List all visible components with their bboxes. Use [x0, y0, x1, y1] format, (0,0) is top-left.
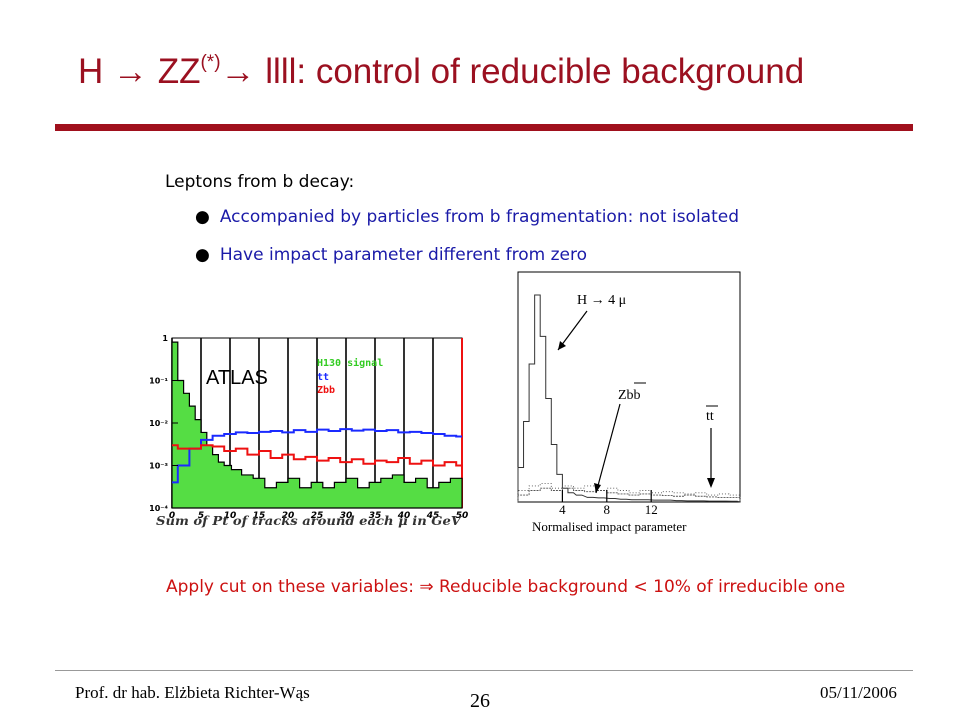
left-xtick-label: 10: [224, 511, 237, 521]
intro-text: Leptons from b decay:: [165, 172, 355, 192]
tt-arrowhead-icon: [707, 478, 715, 488]
bullet-1: ● Accompanied by particles from b fragmen…: [195, 207, 739, 227]
isolation-plot: 1 10⁻¹ 10⁻² 10⁻³ 10⁻⁴ 0 5 10 15 20 25 30 35 40 45 50 A…: [149, 334, 469, 528]
zbb-arrow-icon: [595, 403, 621, 494]
left-xlabel: Sum of Pt of tracks around each μ in GeV: [156, 513, 462, 528]
bullet-2-text: Have impact parameter different from zer…: [219, 245, 587, 265]
series-1: [172, 428, 462, 484]
tt-label: tt: [706, 409, 714, 424]
h4mu-arrowhead-icon: [558, 341, 566, 350]
left-xtick-label: 20: [282, 511, 295, 521]
left-xtick-label: 35: [369, 511, 382, 521]
h4mu-label: H → 4 μ: [577, 293, 626, 308]
right-xtick-label: 12: [645, 502, 658, 517]
bullet-dot-icon: ●: [195, 207, 210, 227]
title-prefix: H → ZZ: [78, 52, 201, 91]
title-suffix: → llll: control of reducible background: [220, 52, 805, 91]
conclusion-text: Apply cut on these variables: ⇒ Reducibl…: [166, 577, 846, 597]
zbb-label: Zbb: [618, 388, 641, 403]
slide-title: H → ZZ(*)→ llll: control of reducible ba…: [78, 52, 804, 92]
left-xtick-label: 40: [397, 511, 411, 521]
legend-tt: tt: [317, 372, 329, 383]
left-xtick-label: 5: [198, 511, 204, 521]
footer-date: 05/11/2006: [820, 683, 897, 702]
left-xtick-label: 25: [311, 511, 324, 521]
left-xtick-label: 15: [253, 511, 266, 521]
bullet-1-text: Accompanied by particles from b fragment…: [219, 207, 740, 227]
impact-parameter-plot: 4 8 12 H → 4 μ Zbb tt Normalised impact pa…: [517, 271, 741, 534]
left-xtick-label: 0: [169, 511, 175, 521]
left-legend: H130 signal tt Zbb: [317, 357, 383, 396]
right-xtick-label: 8: [604, 502, 611, 517]
series-2: [172, 444, 462, 467]
left-ytick-label: 10⁻²: [149, 419, 168, 428]
zbb-arrowhead-icon: [594, 483, 601, 493]
right-xtick-label: 4: [559, 502, 566, 517]
title-superscript: (*): [200, 52, 221, 74]
atlas-label: ATLAS: [206, 367, 268, 389]
left-ytick-label: 1: [162, 334, 168, 343]
legend-signal: H130 signal: [317, 357, 383, 369]
left-xtick-label: 45: [426, 511, 440, 521]
right-xlabel: Normalised impact parameter: [532, 519, 687, 534]
title-rule: [55, 124, 913, 131]
right-series-1: [517, 487, 741, 502]
page-number: 26: [470, 690, 490, 712]
left-ytick-label: 10⁻⁴: [149, 504, 168, 513]
bullet-dot-icon: ●: [195, 245, 210, 265]
series-0: [171, 341, 463, 509]
left-xtick-label: 50: [456, 511, 469, 521]
left-ytick-label: 10⁻³: [149, 462, 168, 471]
footer-rule: [55, 670, 913, 671]
right-series-0: [517, 294, 741, 503]
footer-author: Prof. dr hab. Elżbieta Richter-Wąs: [75, 683, 310, 702]
left-xtick-label: 30: [340, 511, 353, 521]
bullet-2: ● Have impact parameter different from ze…: [195, 245, 587, 265]
legend-zbb: Zbb: [317, 385, 335, 396]
left-ytick-label: 10⁻¹: [149, 377, 168, 386]
